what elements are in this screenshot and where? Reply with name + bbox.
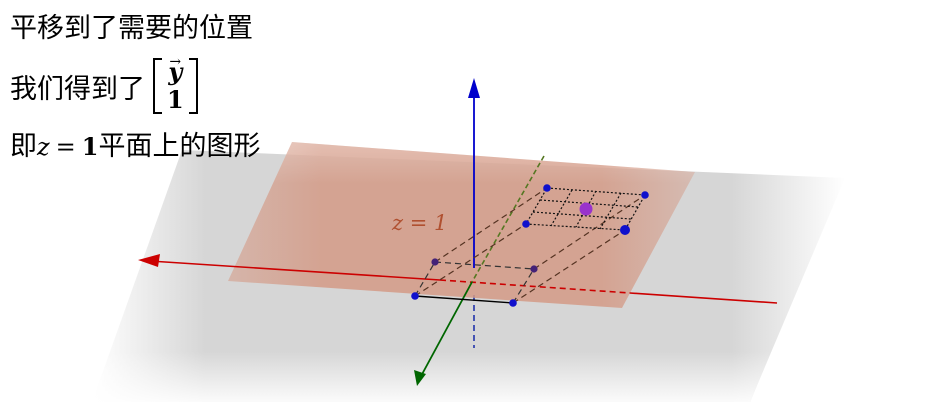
x-axis-right — [629, 292, 778, 304]
connector-1 — [414, 223, 527, 297]
connector-4 — [533, 194, 646, 270]
vector-arrow-icon: → — [169, 54, 182, 70]
caption-line-1: 平移到了需要的位置 — [10, 13, 253, 44]
point-center-highlight[interactable] — [579, 202, 593, 216]
vector-y-letter: y — [168, 57, 183, 86]
plane-z1-fade — [228, 142, 695, 308]
vector-y: → y — [168, 54, 183, 86]
caption-line-2-text: 我们得到了 — [10, 73, 145, 105]
plane-label: z = 1 — [391, 211, 447, 235]
connector-2 — [512, 229, 626, 304]
vector-one: 1 — [167, 85, 184, 114]
point-top-front-right[interactable] — [620, 225, 630, 235]
base-edge-right — [512, 268, 535, 304]
x-axis-arrow — [138, 254, 160, 267]
point-top-back-left[interactable] — [543, 184, 551, 192]
point-base-front-left[interactable] — [411, 292, 419, 300]
connector-3 — [434, 187, 548, 263]
equals-sign: = — [55, 133, 76, 161]
caption-line-3-prefix: 即 — [10, 131, 37, 162]
var-z: z — [37, 133, 50, 161]
point-top-back-right[interactable] — [641, 191, 649, 199]
point-base-back-right[interactable] — [530, 265, 538, 273]
left-bracket — [153, 58, 162, 114]
z-axis-arrow — [468, 78, 480, 98]
base-edge-front — [414, 295, 514, 304]
y-axis-dashed — [471, 155, 545, 283]
base-edge-back — [434, 261, 535, 270]
point-top-front-left[interactable] — [522, 220, 530, 228]
x-axis — [149, 260, 441, 281]
right-bracket — [188, 58, 198, 114]
point-base-front-right[interactable] — [509, 299, 517, 307]
point-base-back-left[interactable] — [431, 258, 439, 266]
y-axis — [419, 281, 473, 379]
y-axis-arrow — [414, 370, 426, 386]
column-vector: → y 1 — [153, 54, 198, 114]
caption-line-3: 即 z = 1 平面上的图形 — [10, 124, 260, 163]
caption-line-3-suffix: 平面上的图形 — [98, 131, 261, 162]
value-one: 1 — [81, 132, 99, 161]
base-edge-left — [414, 261, 436, 297]
caption-line-2: 我们得到了 → y 1 — [10, 54, 198, 114]
